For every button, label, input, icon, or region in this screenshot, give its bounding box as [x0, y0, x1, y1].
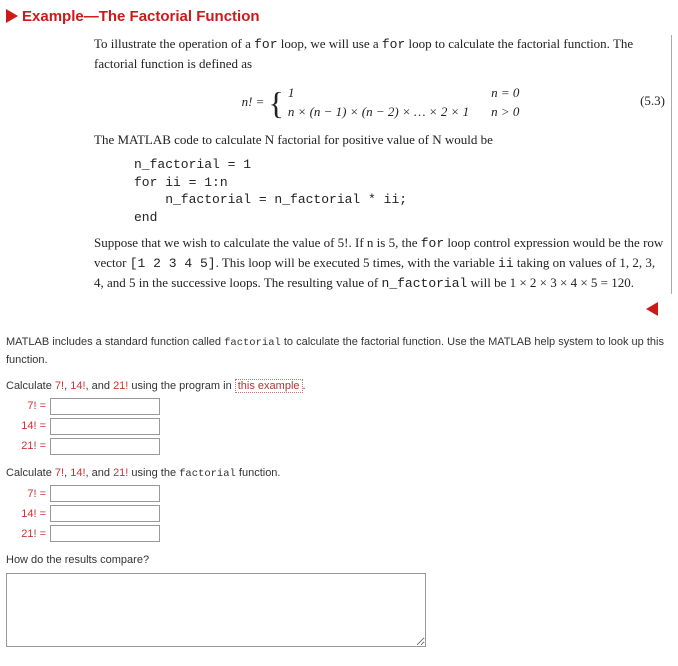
eq-lhs: n! =: [242, 93, 265, 112]
question-block-compare: How do the results compare?: [6, 552, 672, 652]
input-14-factorial[interactable]: [50, 505, 160, 522]
text: , and: [86, 380, 114, 392]
matlab-intro: The MATLAB code to calculate N factorial…: [94, 131, 667, 150]
text: Calculate: [6, 467, 55, 479]
input-14-program[interactable]: [50, 418, 160, 435]
case-expr: 1: [288, 84, 295, 103]
label-21: 21! =: [6, 438, 46, 455]
text: will be 1 × 2 × 3 × 4 × 5 = 120.: [467, 275, 634, 290]
triangle-left-icon: [646, 302, 658, 316]
matlab-note: MATLAB includes a standard function call…: [6, 334, 672, 368]
n7: 7!: [55, 380, 64, 392]
example-box: To illustrate the operation of a for loo…: [94, 35, 672, 294]
text: Suppose that we wish to calculate the va…: [94, 235, 421, 250]
section-title: Example—The Factorial Function: [6, 8, 672, 25]
text: .: [303, 380, 306, 392]
text: MATLAB includes a standard function call…: [6, 336, 224, 348]
suppose-paragraph: Suppose that we wish to calculate the va…: [94, 234, 667, 294]
section-title-text: Example—The Factorial Function: [22, 8, 260, 25]
equation: n! = { 1 n × (n − 1) × (n − 2) × … × 2 ×…: [94, 84, 667, 122]
input-7-program[interactable]: [50, 398, 160, 415]
keyword-for: for: [254, 37, 277, 52]
triangle-right-icon: [6, 9, 18, 23]
code-ii: ii: [498, 256, 514, 271]
question-block-2: Calculate 7!, 14!, and 21! using the fac…: [6, 465, 672, 543]
input-21-factorial[interactable]: [50, 525, 160, 542]
text: Calculate: [6, 380, 55, 392]
code-fn: factorial: [224, 337, 281, 349]
label-14: 14! =: [6, 506, 46, 523]
end-marker: [6, 302, 658, 320]
case-cond: n > 0: [491, 103, 519, 122]
label-21: 21! =: [6, 526, 46, 543]
text: . This loop will be executed 5 times, wi…: [216, 255, 498, 270]
n14: 14!: [70, 380, 85, 392]
questions-section: MATLAB includes a standard function call…: [6, 334, 672, 653]
input-21-program[interactable]: [50, 438, 160, 455]
case-cond: n = 0: [491, 84, 519, 103]
text: using the program in: [128, 380, 234, 392]
n21: 21!: [113, 467, 128, 479]
code-fn: factorial: [179, 468, 236, 480]
case-expr: n × (n − 1) × (n − 2) × … × 2 × 1: [288, 103, 469, 122]
question-block-1: Calculate 7!, 14!, and 21! using the pro…: [6, 378, 672, 455]
intro-paragraph: To illustrate the operation of a for loo…: [94, 35, 667, 74]
label-14: 14! =: [6, 418, 46, 435]
n7: 7!: [55, 467, 64, 479]
text: loop, we will use a: [278, 36, 382, 51]
n14: 14!: [70, 467, 85, 479]
text: using the: [128, 467, 179, 479]
compare-prompt: How do the results compare?: [6, 552, 672, 569]
keyword-for: for: [382, 37, 405, 52]
n21: 21!: [113, 380, 128, 392]
label-7: 7! =: [6, 486, 46, 503]
keyword-for: for: [421, 236, 444, 251]
this-example-link[interactable]: this example: [235, 379, 303, 393]
code-nfact: n_factorial: [382, 276, 468, 291]
compare-textarea[interactable]: [6, 573, 426, 647]
text: , and: [86, 467, 114, 479]
code-block: n_factorial = 1 for ii = 1:n n_factorial…: [134, 156, 667, 226]
text: function.: [236, 467, 281, 479]
text: To illustrate the operation of a: [94, 36, 254, 51]
calc-prompt-1: Calculate 7!, 14!, and 21! using the pro…: [6, 378, 672, 395]
label-7: 7! =: [6, 398, 46, 415]
brace-icon: {: [268, 87, 283, 119]
input-7-factorial[interactable]: [50, 485, 160, 502]
code-vector: [1 2 3 4 5]: [130, 256, 216, 271]
calc-prompt-2: Calculate 7!, 14!, and 21! using the fac…: [6, 465, 672, 483]
eq-cases: 1 n × (n − 1) × (n − 2) × … × 2 × 1: [288, 84, 469, 122]
equation-number: (5.3): [640, 92, 665, 111]
eq-conditions: n = 0 n > 0: [491, 84, 519, 122]
